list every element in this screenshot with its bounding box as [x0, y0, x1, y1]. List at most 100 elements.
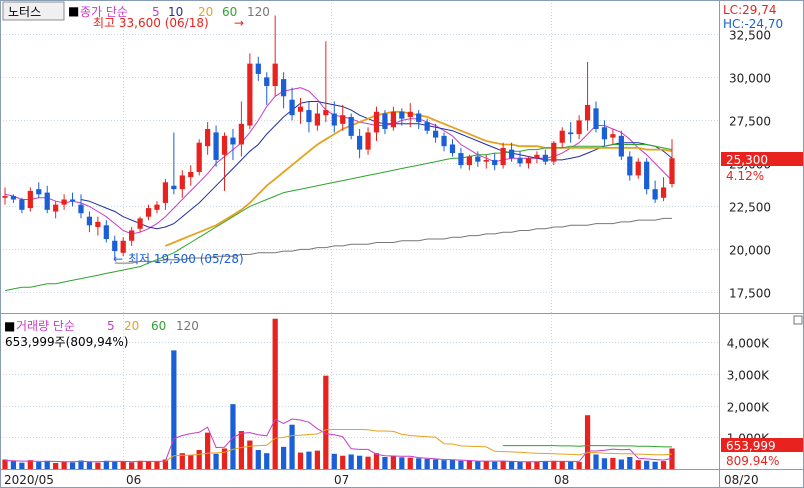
legend-ma60: 60	[222, 5, 237, 19]
candle-body	[331, 113, 337, 126]
candle-body	[652, 189, 658, 200]
volume-ma-60-line	[503, 445, 672, 448]
candle-body	[483, 159, 489, 162]
candle-body	[137, 218, 143, 229]
vlegend-ma120: 120	[176, 319, 199, 333]
volume-bar	[441, 460, 447, 469]
volume-moving-averages	[4, 418, 673, 463]
volume-bar	[551, 460, 557, 469]
stock-name: 노터스	[8, 5, 41, 19]
volume-bar	[103, 460, 109, 469]
volume-bar	[272, 318, 278, 469]
volume-ma-20-line	[165, 429, 673, 462]
vlegend-ma60: 60	[151, 319, 166, 333]
candle-body	[205, 128, 211, 147]
candle-body	[230, 137, 236, 145]
volume-bar	[78, 460, 84, 469]
volume-bar	[36, 462, 42, 469]
volume-bar	[61, 461, 67, 469]
price-ma-5-line	[4, 87, 673, 235]
volume-bar	[323, 375, 329, 469]
volume-bar	[576, 462, 582, 469]
volume-bar	[348, 454, 354, 469]
candle-body	[2, 196, 8, 198]
candle-body	[10, 196, 17, 200]
volume-bar	[331, 453, 337, 469]
volume-bar	[593, 454, 599, 469]
candle-body	[297, 106, 304, 112]
legend-ma10: 10	[168, 5, 183, 19]
stock-name-box[interactable]	[2, 1, 65, 21]
price-tick-label: 20,000	[729, 244, 771, 258]
candle-body	[551, 142, 557, 162]
volume-bar	[289, 424, 295, 469]
candle-body	[593, 108, 599, 129]
volume-bar	[475, 461, 481, 469]
candle-body	[635, 161, 641, 176]
candle-body	[171, 185, 177, 190]
volume-bar	[568, 461, 574, 469]
candle-body	[500, 147, 506, 166]
candle-body	[610, 134, 616, 138]
volume-bar	[627, 456, 633, 469]
candle-body	[340, 115, 346, 124]
candle-body	[365, 132, 371, 150]
candle-body	[466, 156, 472, 166]
candle-body	[576, 120, 582, 135]
candle-body	[660, 187, 667, 198]
volume-bar	[610, 457, 616, 469]
volume-bar	[10, 461, 17, 469]
volume-bar	[492, 461, 498, 469]
lc-label: LC:29,74	[723, 3, 776, 17]
current-volume-box	[721, 438, 803, 452]
volume-legend-marker: ■	[4, 319, 15, 333]
candle-body	[196, 142, 202, 172]
volume-bar	[644, 460, 650, 469]
candle-body	[44, 192, 50, 210]
volume-bar	[483, 461, 489, 469]
price-tick-label: 22,500	[729, 201, 771, 215]
volume-bar	[584, 415, 591, 469]
candle-body	[601, 127, 608, 140]
volume-tick-label: 2,000K	[727, 401, 770, 415]
volume-bar	[221, 448, 228, 469]
volume-bar	[559, 461, 565, 469]
volume-bar	[154, 461, 160, 469]
candle-body	[238, 123, 245, 145]
volume-bar	[534, 461, 540, 469]
volume-bar	[314, 450, 321, 469]
current-price: 25,300	[726, 153, 768, 167]
candle-body	[213, 132, 219, 160]
x-tick-label: 07	[334, 473, 349, 487]
volume-bar	[449, 459, 456, 469]
candle-body	[27, 190, 33, 209]
volume-bar	[171, 350, 177, 469]
volume-bar	[95, 462, 101, 469]
current-volume: 653,999	[726, 439, 776, 453]
volume-bar	[230, 404, 236, 469]
volume-panel-toggle-icon[interactable]	[793, 315, 803, 325]
legend-ma120: 120	[247, 5, 270, 19]
volume-bar	[365, 456, 371, 469]
date-axis-ticks: 2020/05 06 07 08 08/20	[4, 473, 759, 487]
volume-bar	[525, 462, 532, 469]
price-ma-60-line	[4, 144, 673, 292]
volume-bar	[390, 455, 396, 469]
candle-body	[53, 204, 59, 212]
candle-body	[179, 175, 185, 190]
volume-bar	[205, 432, 211, 469]
volume-bar	[407, 457, 413, 469]
hc-label: HC:-24,70	[723, 17, 783, 31]
x-tick-label: 06	[126, 473, 141, 487]
candle-body	[323, 110, 329, 116]
candle-body	[188, 171, 194, 178]
volume-legend-label: 거래량 단순	[16, 319, 75, 333]
candle-body	[162, 182, 169, 203]
candle-body	[534, 154, 540, 159]
candle-body	[618, 135, 624, 157]
candle-body	[416, 113, 422, 123]
volume-bar	[416, 458, 422, 469]
candle-body	[95, 221, 101, 228]
price-tick-label: 17,500	[729, 287, 771, 301]
